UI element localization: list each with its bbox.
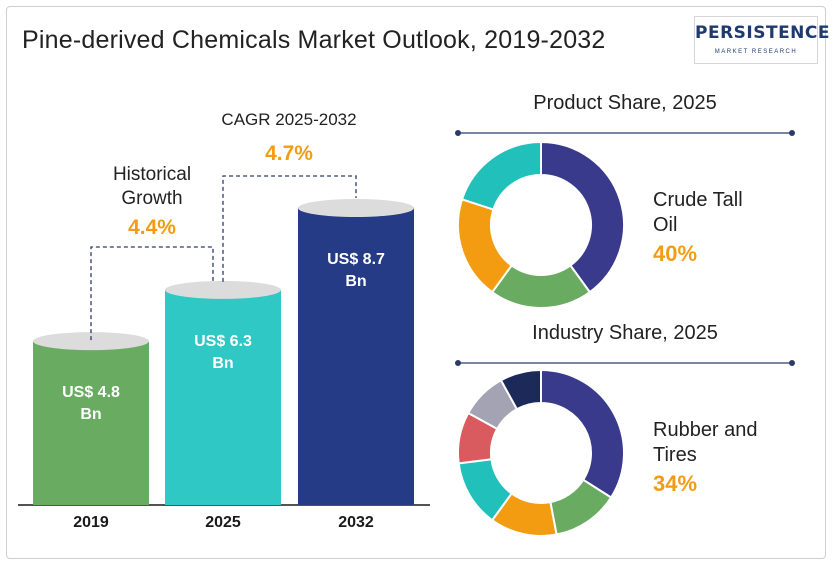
product-share-rule-end-dot bbox=[789, 130, 795, 136]
logo-tagline: MARKET RESEARCH bbox=[714, 49, 798, 55]
industry-share-highlight-label: Rubber and Tires bbox=[653, 419, 758, 466]
product-share-slice-1 bbox=[540, 140, 625, 294]
product-share-title: Product Share, 2025 bbox=[533, 92, 716, 114]
industry-share-slice-1 bbox=[540, 368, 625, 499]
cagr-bracket bbox=[222, 175, 357, 282]
cagr-value: 4.7% bbox=[265, 142, 313, 165]
historical-growth-value: 4.4% bbox=[128, 216, 176, 239]
bar-cap-2025 bbox=[165, 280, 281, 299]
bar-cap-2032 bbox=[298, 199, 414, 217]
industry-share-highlight-value: 34% bbox=[653, 471, 697, 496]
historical-growth-label: Historical Growth bbox=[113, 164, 191, 209]
product-share-highlight-label: Crude Tall Oil bbox=[653, 189, 743, 236]
chart-frame bbox=[6, 6, 826, 559]
x-tick-label-2025: 2025 bbox=[205, 514, 241, 531]
historical-growth-bracket bbox=[90, 246, 214, 341]
product-share-slice-4 bbox=[460, 140, 542, 211]
industry-share-title: Industry Share, 2025 bbox=[532, 322, 718, 344]
bar-2025 bbox=[165, 289, 281, 505]
bar-2019 bbox=[33, 341, 149, 505]
industry-share-slice-7 bbox=[499, 368, 542, 411]
cagr-label: CAGR 2025-2032 bbox=[221, 110, 356, 129]
industry-share-rule-start-dot bbox=[455, 360, 461, 366]
bar-value-label-2032: US$ 8.7 Bn bbox=[327, 251, 385, 290]
bar-value-label-2025: US$ 6.3 Bn bbox=[194, 333, 252, 372]
chart-title: Pine-derived Chemicals Market Outlook, 2… bbox=[22, 26, 606, 54]
product-share-rule-start-dot bbox=[455, 130, 461, 136]
industry-share-rule-end-dot bbox=[789, 360, 795, 366]
x-tick-label-2019: 2019 bbox=[73, 514, 109, 531]
x-tick-label-2032: 2032 bbox=[338, 514, 374, 531]
bar-2032 bbox=[298, 208, 414, 505]
bar-value-label-2019: US$ 4.8 Bn bbox=[62, 384, 120, 423]
logo-name: PERSISTENCE bbox=[695, 23, 831, 43]
product-share-highlight-value: 40% bbox=[653, 241, 697, 266]
brand-logo: PERSISTENCE MARKET RESEARCH bbox=[694, 16, 831, 64]
bar-cap-2019 bbox=[33, 332, 149, 351]
